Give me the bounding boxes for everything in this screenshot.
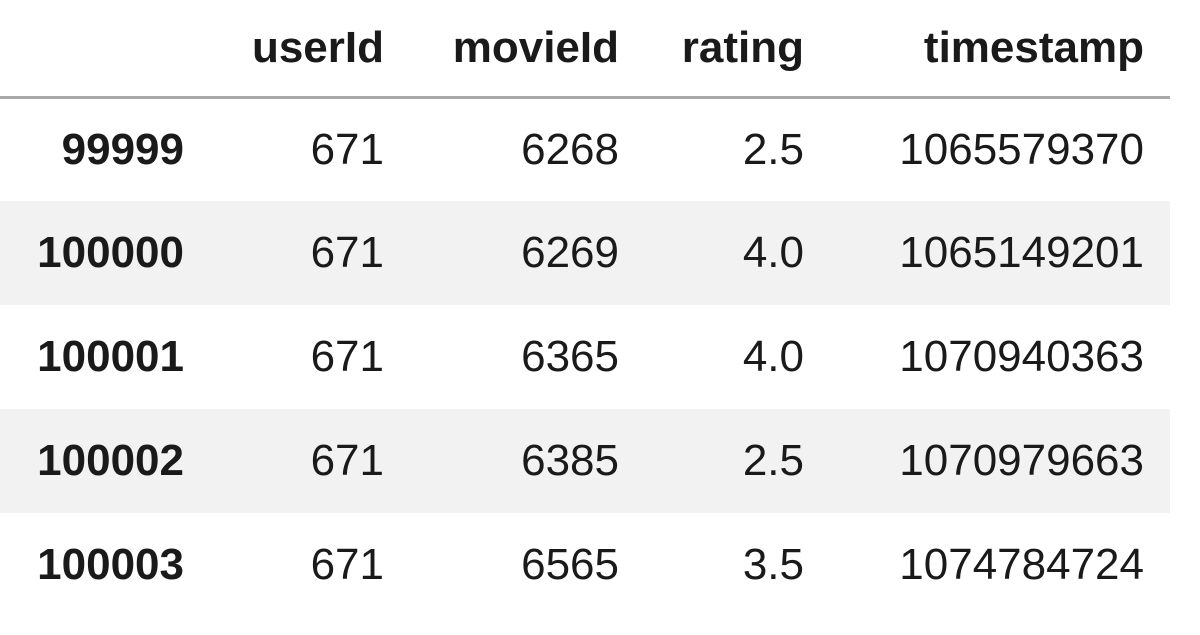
- index-header: [0, 0, 210, 99]
- table-row: 100002 671 6385 2.5 1070979663: [0, 409, 1170, 513]
- dataframe-output: userId movieId rating timestamp 99999 67…: [0, 0, 1170, 617]
- cell-timestamp: 1065579370: [899, 124, 1144, 174]
- header-row: userId movieId rating timestamp: [0, 0, 1170, 99]
- cell-timestamp: 1070940363: [899, 332, 1144, 381]
- table-row: 100001 671 6365 4.0 1070940363: [0, 305, 1170, 409]
- cell-userid: 671: [310, 436, 384, 485]
- dataframe-table: userId movieId rating timestamp 99999 67…: [0, 0, 1170, 617]
- cell-movieid: 6269: [521, 228, 619, 277]
- row-index: 100003: [37, 540, 184, 589]
- row-index: 99999: [61, 124, 184, 174]
- cell-timestamp: 1065149201: [899, 228, 1144, 277]
- row-index: 100002: [37, 436, 184, 485]
- cell-userid: 671: [310, 540, 384, 589]
- table-row: 100003 671 6565 3.5 1074784724: [0, 513, 1170, 617]
- column-header-rating: rating: [645, 0, 830, 99]
- cell-rating: 2.5: [742, 124, 804, 174]
- cell-timestamp: 1070979663: [899, 436, 1144, 485]
- cell-rating: 2.5: [742, 436, 804, 485]
- table-header: userId movieId rating timestamp: [0, 0, 1170, 99]
- column-header-userid: userId: [210, 0, 410, 99]
- cell-movieid: 6565: [521, 540, 619, 589]
- cell-timestamp: 1074784724: [899, 540, 1144, 589]
- column-header-timestamp: timestamp: [830, 0, 1170, 99]
- cell-movieid: 6365: [521, 332, 619, 381]
- row-index: 100001: [37, 332, 184, 381]
- cell-movieid: 6268: [521, 124, 619, 174]
- cell-rating: 4.0: [742, 228, 804, 277]
- cell-rating: 4.0: [742, 332, 804, 381]
- cell-movieid: 6385: [521, 436, 619, 485]
- row-index: 100000: [37, 228, 184, 277]
- cell-userid: 671: [310, 228, 384, 277]
- table-row: 100000 671 6269 4.0 1065149201: [0, 201, 1170, 305]
- cell-userid: 671: [310, 124, 384, 174]
- column-header-movieid: movieId: [410, 0, 645, 99]
- table-body: 99999 671 6268 2.5 1065579370 100000 671…: [0, 97, 1170, 617]
- cell-rating: 3.5: [742, 540, 804, 589]
- cell-userid: 671: [310, 332, 384, 381]
- table-row: 99999 671 6268 2.5 1065579370: [0, 97, 1170, 201]
